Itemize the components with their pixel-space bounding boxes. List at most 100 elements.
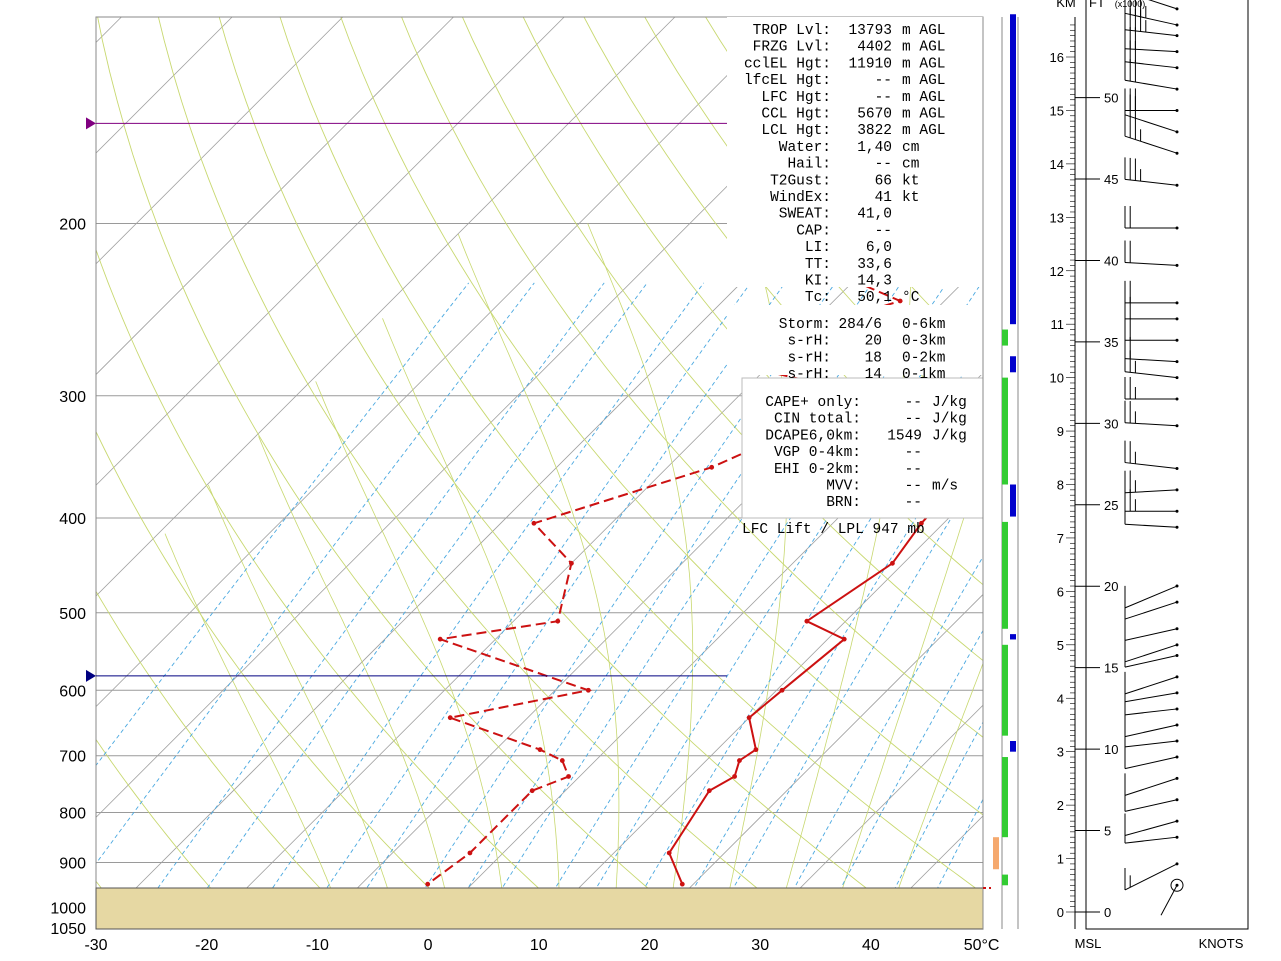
ft-tick-label: 15 bbox=[1104, 661, 1118, 676]
stat-label: Storm: bbox=[779, 317, 831, 333]
stat-label: VGP 0-4km: bbox=[774, 445, 861, 461]
pressure-tick-label: 800 bbox=[59, 805, 86, 822]
stat-unit: m AGL bbox=[902, 90, 946, 106]
mixing-ratio-line bbox=[128, 282, 605, 929]
temp-tick-label: -10 bbox=[306, 937, 329, 954]
temperature-line-point bbox=[746, 715, 752, 721]
ft-tick-label: 45 bbox=[1104, 172, 1118, 187]
stat-value: -- bbox=[875, 157, 892, 173]
temperature-line-point bbox=[1170, 242, 1175, 247]
wind-barb-staff bbox=[1124, 676, 1178, 695]
dry-adiabat bbox=[279, 17, 983, 894]
pressure-tick-label: 300 bbox=[59, 389, 86, 406]
ft-tick-label: 10 bbox=[1104, 742, 1118, 757]
stat-value: -- bbox=[905, 495, 922, 511]
wind-barb-point bbox=[1175, 488, 1179, 492]
km-tick-label: 13 bbox=[1050, 210, 1064, 225]
wind-barb-point bbox=[1175, 755, 1179, 759]
freezing-level-arrow bbox=[86, 669, 96, 682]
km-tick-label: 10 bbox=[1050, 371, 1064, 386]
mixing-ratio-line bbox=[96, 282, 470, 767]
wind-barb-point bbox=[1175, 424, 1179, 428]
wind-barb-point bbox=[1175, 691, 1179, 695]
stat-unit: cm bbox=[902, 140, 919, 156]
moist-adiabat bbox=[457, 233, 620, 908]
mixing-ratio-line bbox=[772, 555, 983, 929]
moist-adiabat bbox=[315, 381, 505, 908]
stat-value: -- bbox=[905, 479, 922, 495]
stat-unit: kt bbox=[902, 190, 919, 206]
stat-label: DCAPE6,0km: bbox=[765, 428, 861, 444]
km-tick-label: 9 bbox=[1057, 424, 1064, 439]
wind-barb-staff bbox=[1148, 0, 1178, 10]
temperature-line-point bbox=[732, 774, 738, 779]
wind-barb-staff bbox=[1124, 358, 1178, 363]
ft-tick-label: 5 bbox=[1104, 824, 1111, 839]
stat-label: TT: bbox=[805, 257, 831, 273]
wind-barb-point bbox=[1175, 819, 1179, 823]
wind-barb-point bbox=[1175, 798, 1179, 802]
wind-barb-staff bbox=[1124, 799, 1178, 812]
temp-tick-label: 20 bbox=[641, 937, 659, 954]
wind-barb-point bbox=[1175, 739, 1179, 743]
moist-adiabat bbox=[382, 318, 560, 908]
dewpoint-line-point bbox=[585, 687, 591, 693]
km-tick-label: 0 bbox=[1057, 905, 1064, 920]
stat-value: -- bbox=[875, 73, 892, 89]
wind-barb-point bbox=[1175, 525, 1179, 529]
mixing-ratio-line bbox=[244, 282, 705, 929]
isotherm-line bbox=[981, 926, 983, 929]
stat-unit: J/kg bbox=[932, 428, 967, 444]
dry-adiabat bbox=[461, 17, 983, 662]
pressure-tick-label: 400 bbox=[59, 511, 86, 528]
wind-panel-frame bbox=[1085, 0, 1249, 930]
dewpoint-line-point bbox=[437, 636, 443, 642]
wind-barb-staff bbox=[1124, 12, 1178, 26]
temperature-line-point bbox=[1037, 364, 1042, 369]
dry-adiabat bbox=[96, 430, 471, 929]
wind-barb-staff bbox=[1124, 777, 1178, 796]
wind-barb-point bbox=[1175, 643, 1179, 647]
stat-unit: J/kg bbox=[932, 395, 967, 411]
stat-value: 20 bbox=[865, 334, 882, 350]
pressure-tick-label: 1000 bbox=[50, 900, 86, 917]
dewpoint-line-point bbox=[569, 560, 574, 566]
cape-box bbox=[741, 377, 984, 519]
wind-barb-staff bbox=[1124, 489, 1178, 494]
calm-wind-circle bbox=[1170, 878, 1184, 892]
stat-value: 4402 bbox=[857, 40, 892, 56]
dewpoint-line-point bbox=[537, 747, 543, 753]
stat-unit: 0-6km bbox=[902, 317, 946, 333]
wind-barb-staff bbox=[1124, 644, 1178, 663]
temp-tick-label: -30 bbox=[84, 937, 107, 954]
temperature-line-point bbox=[841, 636, 847, 642]
stat-label: MVV: bbox=[826, 479, 861, 495]
wind-barb-staff bbox=[1124, 585, 1178, 609]
mixing-ratio-line bbox=[299, 282, 751, 929]
stat-unit: m AGL bbox=[902, 40, 946, 56]
wind-barb-point bbox=[1175, 466, 1179, 470]
stat-value: 5670 bbox=[857, 107, 892, 123]
stat-value: -- bbox=[905, 395, 922, 411]
dewpoint-line-point bbox=[555, 618, 561, 624]
temp-tick-label: 40 bbox=[862, 937, 880, 954]
stat-value: -- bbox=[875, 90, 892, 106]
stat-value: 41,0 bbox=[857, 207, 892, 223]
km-tick-label: 16 bbox=[1050, 50, 1064, 65]
dewpoint-line-point bbox=[425, 881, 431, 887]
moist-adiabat bbox=[587, 223, 694, 908]
temp-tick-label: 0 bbox=[424, 937, 433, 954]
stat-unit: °C bbox=[902, 290, 920, 306]
stat-value: 33,6 bbox=[857, 257, 892, 273]
wind-barb-point bbox=[1175, 108, 1179, 112]
dewpoint-line-point bbox=[467, 850, 473, 856]
wind-barb-point bbox=[1175, 509, 1179, 513]
wind-barb-point bbox=[1175, 23, 1179, 27]
dry-adiabat bbox=[218, 17, 920, 929]
stat-unit: m AGL bbox=[902, 73, 946, 89]
ft-header: FT bbox=[1089, 0, 1105, 10]
dry-adiabat bbox=[96, 248, 584, 929]
temp-unit-label: 50°C bbox=[964, 937, 1000, 954]
temperature-line-point bbox=[918, 520, 924, 526]
